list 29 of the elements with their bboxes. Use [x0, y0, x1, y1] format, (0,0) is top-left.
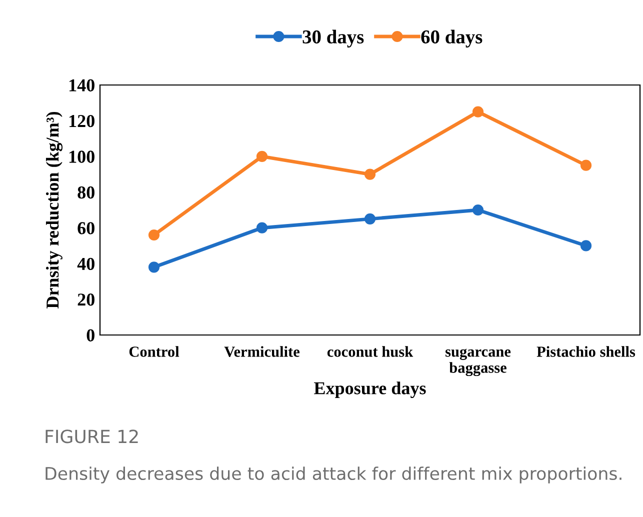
point	[148, 262, 160, 273]
legend-label: 30 days	[302, 30, 364, 48]
caption: FIGURE 12	[46, 430, 138, 444]
text: Density decreases due to acid attack for different mix proportions.	[46, 466, 622, 484]
legend-label: 60 days	[421, 30, 482, 48]
point	[364, 213, 376, 224]
point	[580, 240, 592, 252]
point	[256, 222, 268, 234]
y-axis-title: Drnsity reduction (kg/m³)	[46, 112, 62, 309]
point	[472, 106, 484, 118]
y-tick-label: 60	[78, 222, 94, 234]
y-tick-label: 80	[78, 186, 94, 199]
x-axis-title: Exposure days	[314, 382, 426, 398]
y-tick-label: 40	[77, 258, 94, 270]
x-tick-label: coconut husk	[327, 346, 414, 357]
x-tick-label: Vermiculite	[224, 346, 300, 357]
y-tick-label: 0	[86, 329, 94, 342]
point	[256, 150, 268, 162]
y-tick-label: 20	[78, 294, 94, 306]
point	[580, 160, 592, 171]
point	[364, 168, 376, 180]
x-tick-label: sugarcane baggasse	[445, 348, 511, 376]
point	[472, 204, 484, 216]
x-tick-label: Pistachio shells	[536, 346, 636, 357]
y-tick-label: 120	[70, 114, 94, 128]
y-tick-label: 140	[70, 79, 94, 92]
x-tick-label: Control	[129, 346, 180, 357]
y-tick-label: 100	[70, 150, 94, 163]
point	[148, 229, 160, 241]
